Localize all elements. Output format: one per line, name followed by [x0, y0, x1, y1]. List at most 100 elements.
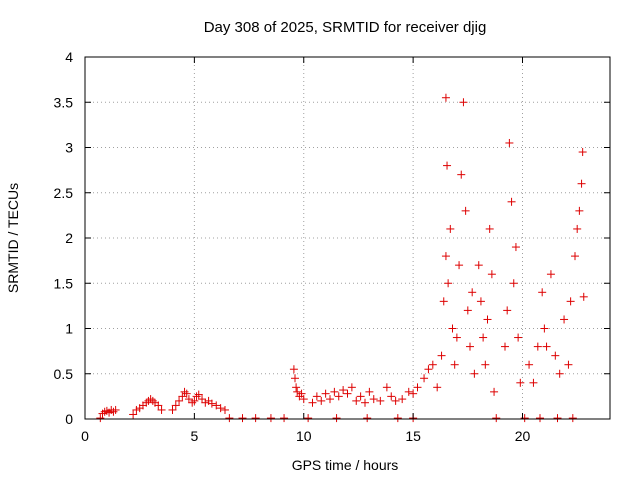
data-point	[568, 414, 577, 423]
data-point	[555, 369, 564, 378]
x-tick-label: 5	[190, 428, 198, 444]
data-point	[146, 395, 155, 404]
data-point	[293, 387, 302, 396]
data-point	[391, 396, 400, 405]
data-point	[516, 378, 525, 387]
data-point	[154, 401, 163, 410]
data-point	[157, 405, 166, 414]
data-point	[578, 148, 587, 157]
data-point	[479, 333, 488, 342]
data-point	[433, 383, 442, 392]
data-point	[129, 410, 138, 419]
data-point	[577, 179, 586, 188]
chart-title: Day 308 of 2025, SRMTID for receiver dji…	[204, 19, 487, 36]
y-tick-label: 2.5	[54, 185, 74, 201]
data-point	[571, 252, 579, 261]
data-point	[501, 342, 509, 351]
data-point	[520, 414, 529, 423]
data-point	[216, 404, 225, 413]
data-point	[428, 360, 437, 369]
data-point	[444, 279, 453, 288]
data-point	[579, 292, 588, 301]
data-point	[198, 395, 207, 404]
y-tick-label: 1	[65, 321, 73, 337]
data-point	[225, 414, 234, 423]
data-point	[481, 360, 490, 369]
y-tick-label: 2	[65, 230, 73, 246]
data-point	[448, 324, 457, 333]
data-point	[291, 374, 299, 383]
x-axis-label: GPS time / hours	[292, 457, 399, 473]
data-point	[148, 396, 157, 405]
data-point	[168, 405, 177, 414]
data-point	[308, 398, 317, 407]
data-point	[542, 342, 551, 351]
y-tick-label: 1.5	[54, 275, 74, 291]
y-tick-label: 4	[65, 49, 73, 65]
data-point	[312, 392, 321, 401]
data-point	[339, 386, 348, 395]
data-point	[175, 396, 184, 405]
data-point	[178, 392, 187, 401]
data-point	[424, 365, 433, 374]
data-point	[446, 224, 455, 233]
data-point	[443, 161, 452, 170]
x-tick-label: 20	[515, 428, 531, 444]
data-point	[369, 395, 378, 404]
y-tick-label: 3.5	[54, 94, 74, 110]
data-point	[538, 288, 547, 297]
y-tick-label: 0	[65, 411, 73, 427]
data-point	[420, 374, 429, 383]
data-point	[347, 383, 356, 392]
data-point	[553, 414, 562, 423]
y-axis-label: SRMTID / TECUs	[5, 183, 21, 293]
data-point	[184, 395, 193, 404]
data-point	[96, 414, 105, 423]
data-point	[503, 306, 512, 315]
data-point	[376, 396, 385, 405]
data-point	[398, 395, 407, 404]
data-point	[437, 351, 446, 360]
data-point	[452, 333, 461, 342]
data-point	[238, 414, 247, 423]
data-point	[476, 297, 485, 306]
data-point	[564, 360, 573, 369]
data-point	[551, 351, 560, 360]
data-point	[409, 389, 418, 398]
data-point	[492, 414, 501, 423]
data-point	[292, 383, 301, 392]
data-point	[560, 315, 569, 324]
x-axis: 0 5 10 15 20	[81, 57, 530, 444]
data-point	[575, 206, 584, 215]
data-point	[365, 387, 374, 396]
data-point	[470, 369, 479, 378]
data-point	[540, 324, 549, 333]
data-point	[100, 407, 109, 416]
data-point	[525, 360, 534, 369]
data-point	[546, 270, 555, 279]
data-point	[251, 414, 260, 423]
grid-lines	[85, 57, 610, 419]
data-point	[299, 395, 308, 404]
data-point	[441, 93, 450, 102]
data-point	[514, 333, 523, 342]
data-point	[280, 414, 289, 423]
x-tick-label: 15	[405, 428, 421, 444]
data-point	[363, 414, 372, 423]
x-tick-label: 10	[296, 428, 312, 444]
data-point	[221, 405, 229, 414]
data-point	[297, 389, 306, 398]
data-point	[487, 270, 496, 279]
data-point	[343, 389, 352, 398]
data-point	[317, 396, 326, 405]
data-point	[509, 279, 518, 288]
x-tick-label: 0	[81, 428, 89, 444]
data-point	[474, 261, 483, 270]
y-tick-label: 0.5	[54, 366, 74, 382]
data-point	[334, 392, 343, 401]
data-points	[96, 93, 588, 423]
data-point	[201, 398, 210, 407]
data-point	[468, 288, 477, 297]
y-axis: 0 0.5 1 1.5 2 2.5 3 3.5 4	[54, 49, 610, 427]
